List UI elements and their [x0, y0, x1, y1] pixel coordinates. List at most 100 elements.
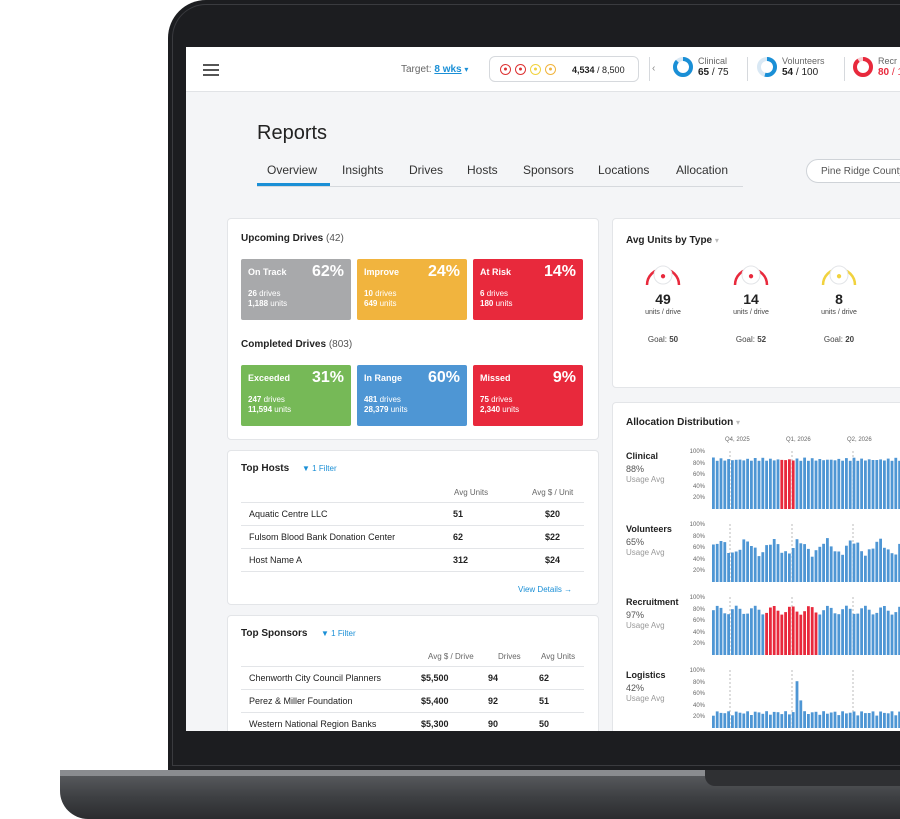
filter-button[interactable]: ▼ 1 Filter [302, 464, 337, 473]
allocation-bar [780, 614, 784, 655]
avg-per-drive: $5,500 [421, 673, 449, 683]
allocation-bar [822, 460, 825, 509]
chevron-left-icon[interactable]: ‹ [652, 63, 656, 74]
units-progress-pill[interactable]: ● ● ● ● 4,534 / 8,500 [489, 56, 639, 82]
tile-drives: 247 drives [248, 395, 285, 404]
chevron-down-icon[interactable]: ▾ [714, 236, 719, 245]
stat-total: / 1 [891, 67, 900, 78]
allocation-bar [856, 542, 860, 582]
goal-label: Goal: [823, 335, 843, 344]
tab-allocation[interactable]: Allocation [676, 163, 729, 177]
ring-progress [757, 57, 777, 77]
allocation-bar [833, 711, 837, 728]
allocation-row[interactable]: Clinical 88% Usage Avg 100% 80% 60% 40% 20% [613, 449, 900, 521]
drives-count: 10 [364, 289, 373, 298]
table-row[interactable]: Fulsom Blood Bank Donation Center 62 $22 [241, 525, 584, 549]
drives-count: 6 [480, 289, 485, 298]
allocation-row[interactable]: Logistics 42% Usage Avg 100% 80% 60% 40% 20% [613, 668, 900, 731]
allocation-bar [734, 551, 738, 582]
gauge-unit-label: units / drive [645, 309, 681, 316]
allocation-row[interactable]: Recruitment 97% Usage Avg 100% 80% 60% 40% 20% [613, 595, 900, 667]
allocation-bar [845, 545, 848, 582]
column-header[interactable]: Avg Units [541, 652, 576, 661]
drives-label: drives [375, 289, 397, 298]
allocation-bar [852, 457, 856, 509]
tab-locations[interactable]: Locations [598, 163, 650, 177]
allocation-bar [864, 460, 867, 509]
allocation-bar [750, 715, 753, 728]
column-header[interactable]: Avg Units [454, 488, 489, 497]
tab-overview[interactable]: Overview [267, 163, 318, 177]
filter-button[interactable]: ▼ 1 Filter [321, 629, 356, 638]
allocation-bar [727, 614, 730, 655]
allocation-bar [715, 711, 719, 728]
allocation-row[interactable]: Volunteers 65% Usage Avg 100% 80% 60% 40% 20% [613, 522, 900, 594]
gauge-value: 8 [835, 291, 843, 307]
quarter-label: Q2, 2026 [847, 437, 872, 443]
column-header[interactable]: Avg $ / Unit [532, 488, 574, 497]
tile-units: 11,594 units [248, 405, 291, 414]
allocation-bar [719, 607, 723, 655]
table-row[interactable]: Perez & Miller Foundation $5,400 92 51 [241, 689, 584, 713]
y-tick-label: 40% [692, 556, 705, 563]
goal-label: Goal: [647, 335, 667, 344]
stat-volunteers[interactable]: Volunteers 54 / 100 [756, 56, 836, 84]
column-header[interactable]: Avg $ / Drive [428, 652, 474, 661]
tab-hosts[interactable]: Hosts [467, 163, 498, 177]
completed-tile[interactable]: Missed 9% 75 drives 2,340 units [473, 365, 583, 426]
target-value[interactable]: 8 wks [434, 64, 462, 75]
avg-dollar-unit: $22 [545, 532, 561, 542]
chevron-down-icon[interactable]: ▾ [736, 418, 741, 427]
allocation-bar [807, 548, 810, 582]
table-row[interactable]: Chenworth City Council Planners $5,500 94 6… [241, 666, 584, 690]
upcoming-tile[interactable]: At Risk 14% 6 drives 180 units [473, 259, 583, 320]
avg-dollar-unit: $20 [545, 509, 561, 519]
tile-drives: 26 drives [248, 289, 280, 298]
allocation-bar [727, 553, 730, 582]
allocation-bar [734, 711, 738, 728]
view-details-link[interactable]: View Details → [518, 585, 572, 594]
table-row[interactable]: Western National Region Banks $5,300 90 50 [241, 712, 584, 731]
upcoming-tile[interactable]: On Track 62% 26 drives 1,188 units [241, 259, 351, 320]
allocation-bar [712, 457, 715, 509]
allocation-bar [883, 460, 886, 509]
location-select[interactable]: Pine Ridge County [806, 159, 900, 183]
allocation-bar [848, 608, 852, 655]
stat-clinical[interactable]: Clinical 65 / 75 [672, 56, 742, 84]
clinical-ring-icon [673, 57, 693, 77]
column-header[interactable]: Drives [498, 652, 521, 661]
stat-recruitment[interactable]: Recr 80 / 1 [852, 56, 900, 84]
allocation-bar [818, 714, 822, 728]
y-tick-label: 80% [692, 606, 705, 613]
usage-avg-label: Usage Avg [626, 475, 665, 484]
allocation-bar [723, 713, 727, 728]
allocation-bar [780, 552, 784, 582]
avg-units-title: Avg Units by Type [626, 235, 713, 246]
tab-insights[interactable]: Insights [342, 163, 384, 177]
allocation-bar [746, 613, 749, 655]
hamburger-icon[interactable] [203, 64, 219, 76]
y-tick-label: 80% [692, 533, 705, 540]
tab-bar: Overview Insights Drives Hosts Sponsors … [257, 162, 743, 187]
allocation-bar [818, 459, 822, 509]
usage-avg-label: Usage Avg [626, 621, 665, 630]
completed-tile[interactable]: Exceeded 31% 247 drives 11,594 units [241, 365, 351, 426]
table-row-divider [241, 571, 584, 573]
tab-sponsors[interactable]: Sponsors [523, 163, 574, 177]
volunteers-ring-icon [757, 57, 777, 77]
upcoming-tile[interactable]: Improve 24% 10 drives 649 units [357, 259, 467, 320]
allocation-bar [829, 712, 833, 728]
tab-drives[interactable]: Drives [409, 163, 444, 177]
gauge-unit-label: units / drive [733, 309, 769, 316]
view-details-label: View Details [518, 585, 562, 594]
units-count: 28,379 [364, 405, 389, 414]
blood-drop-icon: ● [660, 271, 666, 282]
table-row[interactable]: Aquatic Centre LLC 51 $20 [241, 502, 584, 526]
allocation-bar [814, 612, 818, 655]
avg-dollar-unit: $24 [545, 555, 561, 565]
target-selector[interactable]: Target: 8 wks ▾ [401, 64, 468, 75]
completed-tile[interactable]: In Range 60% 481 drives 28,379 units [357, 365, 467, 426]
table-row[interactable]: Host Name A 312 $24 [241, 548, 584, 572]
allocation-bar [738, 549, 742, 582]
allocation-bar [784, 612, 787, 655]
